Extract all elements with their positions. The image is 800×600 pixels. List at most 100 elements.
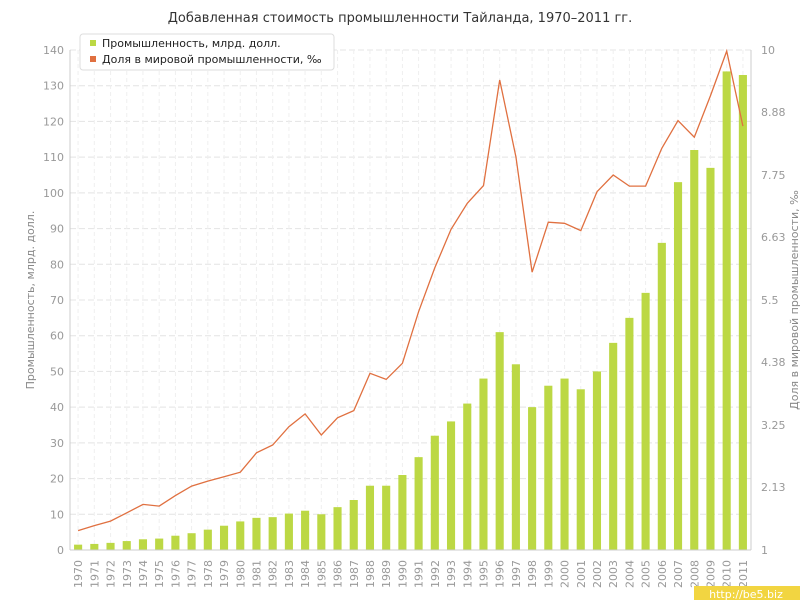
- bar: [738, 75, 747, 550]
- watermark: http://be5.biz: [694, 586, 800, 600]
- y-axis-left-label: Промышленность, млрд. долл.: [24, 211, 37, 390]
- bar: [301, 510, 310, 550]
- x-tick-label: 1992: [429, 560, 442, 588]
- legend-swatch-industry: [90, 40, 96, 46]
- x-tick-label: 1981: [250, 560, 263, 588]
- x-tick-label: 2000: [559, 560, 572, 588]
- x-tick-label: 2008: [688, 560, 701, 588]
- y-tick-right: 5.5: [761, 294, 779, 307]
- x-tick-label: 1975: [153, 560, 166, 588]
- bar: [187, 533, 196, 550]
- bar: [625, 317, 634, 550]
- y-tick-right: 1: [761, 544, 768, 557]
- bar: [511, 364, 520, 550]
- bar: [690, 150, 699, 550]
- x-tick-label: 1991: [413, 560, 426, 588]
- x-tick-label: 1993: [445, 560, 458, 588]
- x-tick-label: 1972: [105, 560, 118, 588]
- bar: [706, 167, 715, 550]
- bar: [219, 525, 229, 550]
- x-tick-label: 1978: [202, 560, 215, 588]
- x-tick-label: 1976: [169, 560, 182, 588]
- y-tick-left: 90: [50, 223, 64, 236]
- y-tick-left: 10: [50, 508, 64, 521]
- x-tick-label: 2004: [623, 560, 636, 588]
- y-tick-left: 30: [50, 437, 64, 450]
- x-tick-label: 1973: [121, 560, 134, 588]
- bar: [203, 529, 212, 550]
- x-tick-label: 1997: [510, 560, 523, 588]
- x-axis: 1970 1971 1972 1973 1974 1975 1976 1977 1978 1979…: [70, 549, 751, 588]
- legend-label-industry: Промышленность, млрд. долл.: [102, 37, 281, 50]
- x-tick-label: 1987: [348, 560, 361, 588]
- x-tick-label: 1979: [218, 560, 231, 588]
- bar: [479, 378, 488, 550]
- x-tick-label: 2001: [575, 560, 588, 588]
- bar: [252, 517, 261, 550]
- bar: [463, 403, 472, 550]
- y-tick-left: 110: [43, 151, 64, 164]
- chart-title: Добавленная стоимость промышленности Тай…: [168, 11, 633, 26]
- x-tick-label: 1977: [186, 560, 199, 588]
- x-tick-label: 1980: [234, 560, 247, 588]
- y-tick-right: 2.13: [761, 481, 786, 494]
- y-tick-right: 10: [761, 44, 775, 57]
- x-tick-label: 2005: [640, 560, 653, 588]
- bar: [122, 541, 131, 550]
- bar: [609, 342, 618, 550]
- y-tick-left: 60: [50, 330, 64, 343]
- x-tick-label: 1985: [315, 560, 328, 588]
- bar: [382, 485, 391, 550]
- bar: [544, 385, 553, 550]
- y-tick-left: 50: [50, 365, 64, 378]
- y-tick-left: 80: [50, 258, 64, 271]
- bar: [722, 71, 731, 550]
- x-tick-label: 1971: [88, 560, 101, 588]
- x-tick-label: 2003: [607, 560, 620, 588]
- bar: [576, 389, 585, 550]
- bar: [74, 544, 83, 550]
- x-tick-label: 2002: [591, 560, 604, 588]
- x-tick-label: 2007: [672, 560, 685, 588]
- bar: [268, 517, 277, 550]
- y-tick-left: 70: [50, 294, 64, 307]
- x-tick-label: 1996: [494, 560, 507, 588]
- x-tick-label: 1999: [542, 560, 555, 588]
- x-tick-label: 1986: [332, 560, 345, 588]
- bar: [155, 538, 164, 550]
- bar: [349, 500, 358, 550]
- legend: Промышленность, млрд. долл. Доля в миров…: [79, 33, 335, 71]
- x-tick-label: 1994: [461, 560, 474, 588]
- bar: [333, 507, 342, 550]
- bar: [317, 514, 326, 550]
- x-tick-label: 2009: [704, 560, 717, 588]
- bar: [673, 182, 683, 550]
- x-tick-label: 1988: [364, 560, 377, 588]
- bars-group: [74, 71, 747, 550]
- y-tick-right: 4.38: [761, 356, 786, 369]
- series-line: [77, 48, 744, 532]
- bar: [138, 539, 148, 550]
- bar: [284, 513, 293, 550]
- x-tick-label: 1982: [267, 560, 280, 588]
- x-tick-label: 2010: [721, 560, 734, 588]
- bar: [528, 407, 537, 550]
- y-tick-left: 40: [50, 401, 64, 414]
- right-axis: 1 2.13 3.25 4.38 5.5 6.63 7.75 8.88 10: [750, 44, 786, 557]
- legend-swatch-share: [90, 56, 96, 62]
- bar: [560, 378, 569, 550]
- bar: [398, 475, 407, 550]
- x-tick-label: 2006: [656, 560, 669, 588]
- watermark-box: [694, 586, 800, 600]
- bar: [414, 457, 423, 550]
- y-tick-right: 3.25: [761, 419, 786, 432]
- x-tick-label: 1984: [299, 560, 312, 588]
- x-tick-label: 1990: [396, 560, 409, 588]
- x-tick-label: 1970: [72, 560, 85, 588]
- bar: [171, 535, 180, 550]
- x-tick-label: 1995: [477, 560, 490, 588]
- y-tick-right: 8.88: [761, 106, 786, 119]
- bar: [106, 542, 115, 550]
- y-tick-left: 130: [43, 80, 64, 93]
